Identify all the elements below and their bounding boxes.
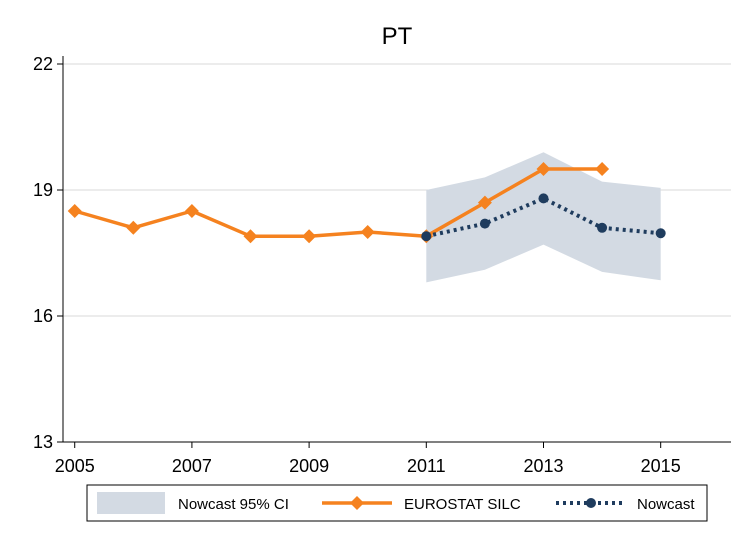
y-tick-label-19: 19 — [33, 180, 53, 200]
nowcast-point-2013 — [538, 193, 549, 204]
nowcast-point-2012 — [479, 218, 490, 229]
ci-band — [426, 152, 661, 283]
eurostat-point-2006 — [126, 220, 141, 235]
eurostat-point-2005 — [67, 204, 82, 218]
plot-area — [67, 152, 666, 283]
axes: 13 16 19 22 2005 2007 2009 2011 2013 2015 — [33, 54, 731, 476]
x-tick-label-2007: 2007 — [172, 456, 212, 476]
legend-swatch-ci — [97, 492, 165, 514]
x-tick-label-2011: 2011 — [407, 456, 446, 476]
y-tick-label-16: 16 — [33, 306, 53, 326]
eurostat-point-2012 — [477, 195, 492, 210]
eurostat-point-2008 — [243, 229, 258, 244]
legend-marker-eurostat — [350, 496, 364, 510]
eurostat-point-2010 — [360, 225, 375, 239]
x-tick-label-2015: 2015 — [641, 456, 681, 476]
series-eurostat-line — [74, 167, 603, 238]
nowcast-point-2014 — [597, 222, 608, 233]
legend-label-ci: Nowcast 95% CI — [178, 496, 289, 513]
eurostat-point-2013 — [536, 162, 551, 176]
eurostat-point-2007 — [184, 204, 199, 218]
x-tick-label-2013: 2013 — [523, 456, 563, 476]
eurostat-point-2014 — [595, 162, 610, 176]
nowcast-point-2011 — [421, 231, 432, 242]
y-tick-label-22: 22 — [33, 54, 53, 74]
eurostat-point-2009 — [302, 229, 317, 244]
y-tick-label-13: 13 — [33, 432, 53, 452]
legend-marker-nowcast — [586, 498, 596, 508]
x-tick-label-2005: 2005 — [55, 456, 95, 476]
legend-label-nowcast: Nowcast — [637, 496, 695, 513]
legend-label-eurostat: EUROSTAT SILC — [404, 496, 521, 513]
nowcast-point-2015 — [655, 228, 666, 239]
legend: Nowcast 95% CI EUROSTAT SILC Nowcast — [86, 484, 708, 522]
chart-title: PT — [382, 23, 413, 50]
legend-box — [86, 484, 708, 522]
x-tick-label-2009: 2009 — [289, 456, 329, 476]
